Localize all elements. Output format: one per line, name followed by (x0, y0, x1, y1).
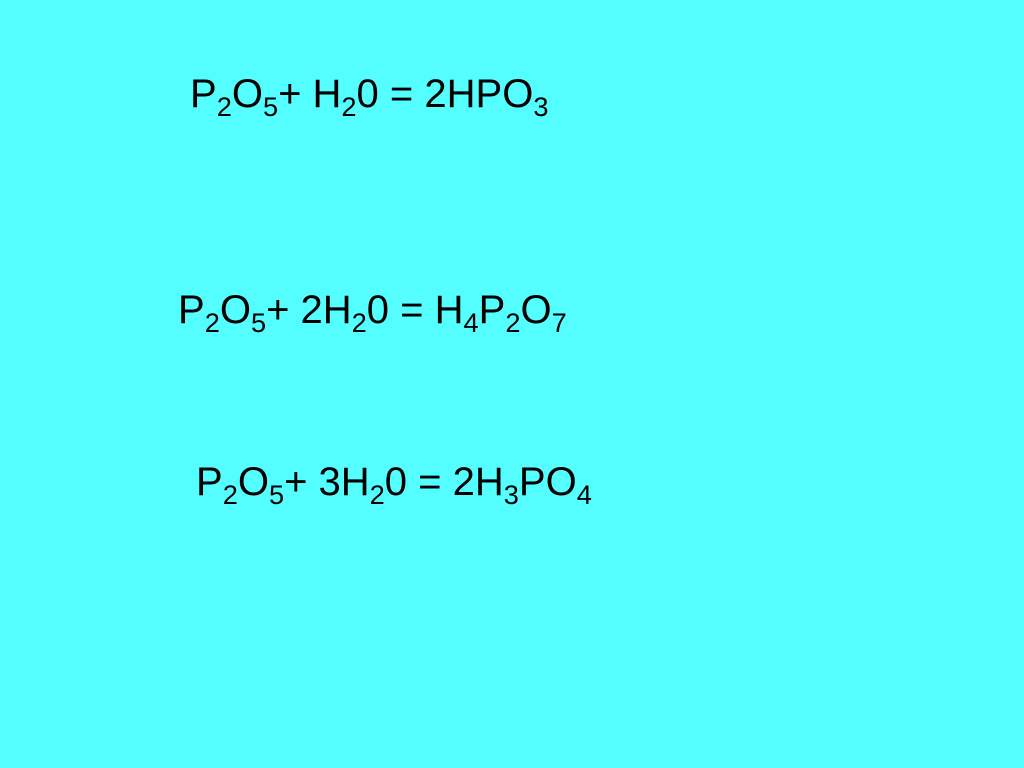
slide: P2O5+ H20 = 2HPO3 P2O5+ 2H20 = H4P2O7 P2… (0, 0, 1024, 768)
eq-text: 0 = 2H (385, 460, 504, 504)
eq-text: 0 = 2HPO (357, 72, 534, 116)
subscript: 5 (263, 91, 278, 122)
subscript: 3 (504, 479, 519, 510)
subscript: 5 (269, 479, 284, 510)
eq-text: + 2H (266, 288, 352, 332)
eq-text: O (238, 460, 269, 504)
subscript: 2 (352, 307, 367, 338)
equation-1: P2O5+ H20 = 2HPO3 (190, 70, 548, 118)
subscript: 7 (552, 307, 567, 338)
subscript: 2 (217, 91, 232, 122)
eq-text: P (178, 288, 205, 332)
eq-text: O (220, 288, 251, 332)
subscript: 4 (577, 479, 592, 510)
subscript: 2 (341, 91, 356, 122)
eq-text: O (520, 288, 551, 332)
eq-text: + H (278, 72, 341, 116)
subscript: 2 (505, 307, 520, 338)
equation-2: P2O5+ 2H20 = H4P2O7 (178, 286, 567, 334)
eq-text: + 3H (284, 460, 370, 504)
equation-3: P2O5+ 3H20 = 2H3PO4 (196, 458, 592, 506)
eq-text: O (232, 72, 263, 116)
subscript: 4 (464, 307, 479, 338)
eq-text: 0 = H (367, 288, 464, 332)
subscript: 2 (223, 479, 238, 510)
eq-text: P (190, 72, 217, 116)
eq-text: PO (519, 460, 577, 504)
subscript: 2 (205, 307, 220, 338)
subscript: 5 (251, 307, 266, 338)
eq-text: P (196, 460, 223, 504)
subscript: 2 (370, 479, 385, 510)
subscript: 3 (533, 91, 548, 122)
eq-text: P (479, 288, 506, 332)
